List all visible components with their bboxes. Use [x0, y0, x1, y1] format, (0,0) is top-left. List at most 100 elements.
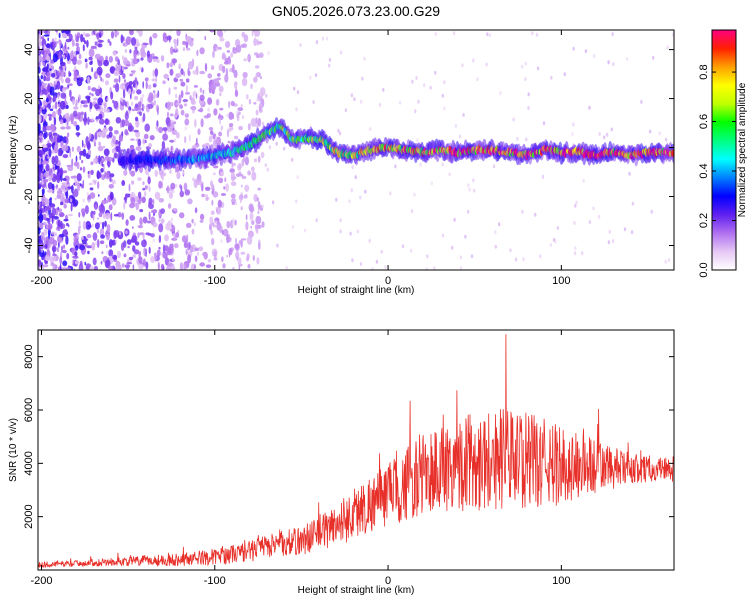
heatmap-cell — [227, 57, 232, 65]
heatmap-cell — [205, 196, 209, 201]
heatmap-cell — [225, 68, 228, 77]
heatmap-cell — [41, 71, 47, 76]
heatmap-cell — [60, 78, 64, 84]
heatmap-cell — [183, 71, 186, 77]
heatmap-cell — [630, 230, 634, 235]
heatmap-cell — [174, 208, 178, 213]
heatmap-cell — [470, 254, 474, 259]
heatmap-cell — [60, 69, 65, 78]
heatmap-cell — [46, 63, 49, 71]
heatmap-cell — [169, 62, 173, 68]
heatmap-cell — [235, 237, 237, 245]
heatmap-cell — [170, 146, 173, 151]
heatmap-cell — [74, 178, 77, 183]
heatmap-cell — [49, 197, 52, 201]
heatmap-cell — [59, 40, 62, 48]
heatmap-cell — [108, 184, 115, 189]
heatmap-cell — [160, 55, 165, 62]
heatmap-cell — [73, 106, 79, 110]
heatmap-cell — [423, 83, 426, 88]
heatmap-cell — [174, 42, 177, 51]
heatmap-cell — [87, 149, 92, 155]
heatmap-cell — [73, 188, 79, 198]
heatmap-cell — [241, 115, 245, 119]
heatmap-cell — [123, 196, 127, 201]
heatmap-cell — [135, 131, 141, 138]
heatmap-cell — [88, 182, 93, 186]
heatmap-cell — [649, 129, 652, 134]
heatmap-cell — [62, 260, 68, 267]
heatmap-cell — [214, 220, 218, 224]
heatmap-cell — [91, 223, 94, 228]
heatmap-cell — [135, 116, 139, 122]
heatmap-cell — [378, 102, 382, 107]
heatmap-cell — [87, 137, 91, 142]
heatmap-cell — [79, 155, 81, 161]
heatmap-cell — [193, 264, 196, 270]
heatmap-cell — [150, 256, 155, 263]
heatmap-cell — [82, 212, 85, 218]
heatmap-cell — [667, 258, 671, 262]
heatmap-cell — [132, 226, 134, 229]
heatmap-cell — [49, 68, 52, 72]
heatmap-cell — [84, 205, 89, 215]
heatmap-cell — [77, 111, 81, 121]
heatmap-cell — [87, 116, 90, 125]
colorbar-tick-label: 0.4 — [698, 163, 710, 178]
heatmap-cell — [107, 156, 113, 162]
heatmap-cell — [172, 129, 178, 135]
heatmap-cell — [57, 101, 60, 105]
heatmap-cell — [113, 230, 117, 240]
heatmap-cell — [86, 192, 89, 196]
heatmap-cell — [247, 264, 251, 269]
heatmap-cell — [348, 199, 351, 204]
heatmap-cell — [43, 171, 50, 178]
heatmap-cell — [148, 143, 153, 148]
spectrogram-x-ticks: -200 -100 0 100 — [30, 30, 571, 287]
heatmap-cell — [199, 87, 203, 93]
heatmap-cell — [83, 143, 86, 148]
heatmap-cell — [125, 63, 131, 67]
heatmap-cell — [309, 75, 312, 80]
heatmap-cell — [229, 168, 235, 174]
heatmap-cell — [218, 177, 224, 184]
heatmap-cell — [67, 164, 74, 172]
heatmap-cell — [138, 30, 143, 37]
heatmap-cell — [104, 171, 106, 179]
heatmap-cell — [91, 241, 96, 251]
heatmap-cell — [173, 138, 177, 143]
heatmap-cell — [128, 125, 134, 132]
heatmap-cell — [65, 122, 68, 127]
heatmap-cell — [98, 39, 104, 43]
heatmap-cell — [67, 46, 70, 50]
heatmap-cell — [212, 172, 216, 176]
figure-title: GN05.2026.073.23.00.G29 — [272, 3, 440, 19]
heatmap-cell — [593, 54, 596, 58]
heatmap-cell — [575, 200, 578, 205]
heatmap-cell — [363, 56, 366, 61]
heatmap-cell — [52, 132, 58, 137]
heatmap-cell — [94, 132, 98, 141]
heatmap-cell — [179, 262, 183, 270]
heatmap-cell — [100, 260, 103, 265]
heatmap-cell — [63, 87, 69, 90]
heatmap-cell — [211, 238, 215, 246]
heatmap-cell — [222, 228, 229, 237]
heatmap-cell — [411, 79, 414, 84]
heatmap-cell — [258, 106, 262, 112]
heatmap-cell — [71, 39, 75, 47]
heatmap-cell — [255, 109, 259, 116]
heatmap-cell — [499, 91, 502, 96]
heatmap-cell — [94, 103, 99, 110]
heatmap-cell — [234, 243, 240, 250]
heatmap-cell — [50, 262, 55, 267]
heatmap-cell — [201, 193, 206, 198]
heatmap-cell — [102, 127, 108, 133]
heatmap-cell — [226, 128, 230, 138]
heatmap-cell — [194, 90, 197, 95]
heatmap-cell — [149, 135, 155, 141]
heatmap-cell — [271, 200, 275, 205]
heatmap-cell — [253, 37, 258, 47]
heatmap-cell — [135, 103, 139, 108]
heatmap-cell — [162, 133, 169, 141]
